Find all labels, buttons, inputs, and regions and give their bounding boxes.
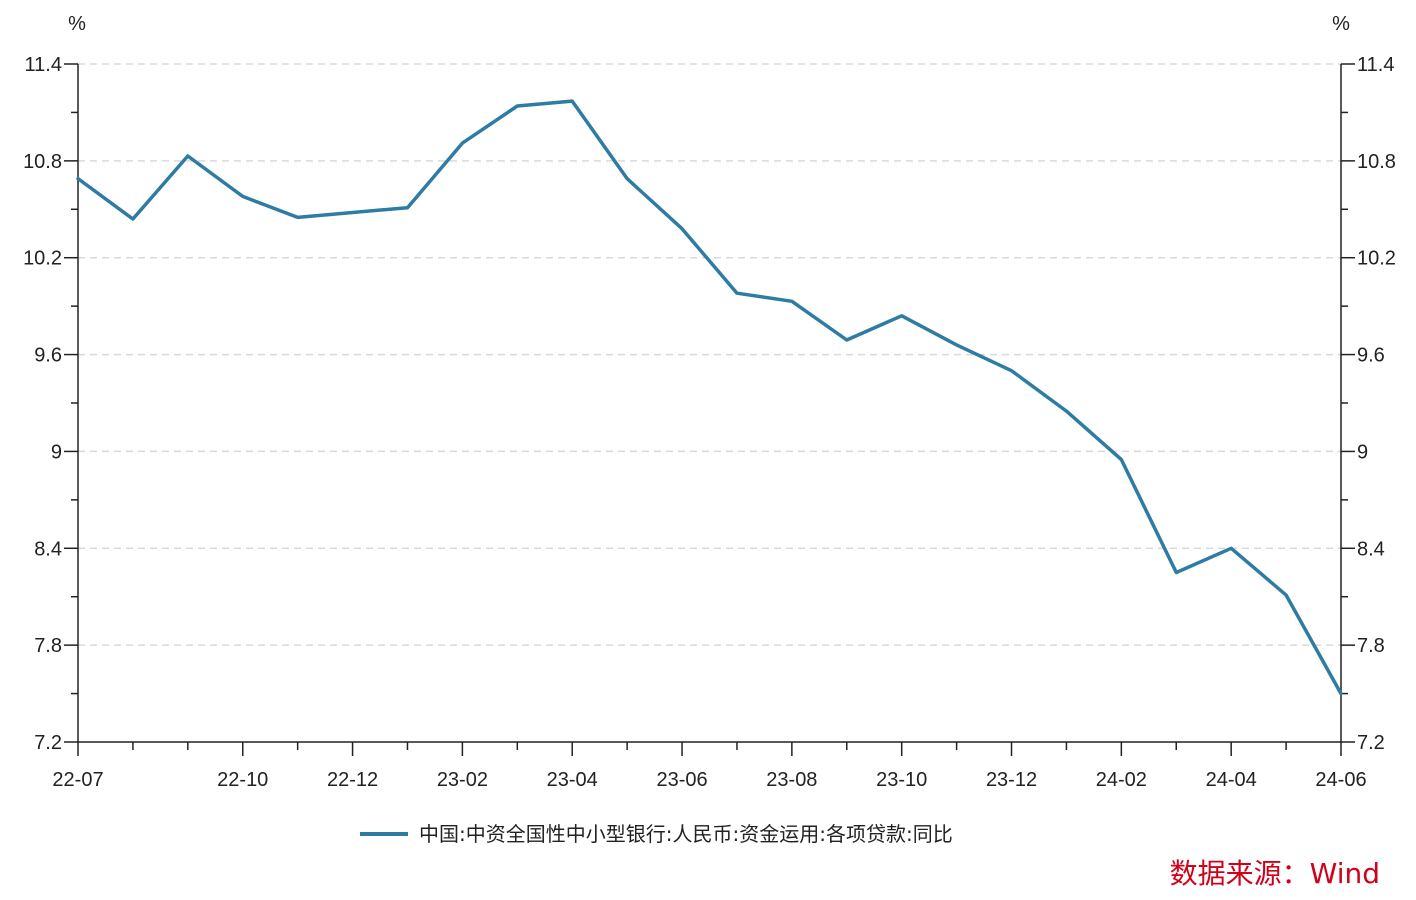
series-layer [76,99,1343,696]
y-tick-label-right: 7.2 [1357,732,1385,754]
x-tick-label: 24-02 [1096,769,1147,791]
legend: 中国:中资全国性中小型银行:人民币:资金运用:各项贷款:同比 [360,822,953,846]
grid-lines [78,63,1341,646]
y-tick-label-right: 9.6 [1357,345,1385,367]
y-tick-label-right: 10.2 [1357,248,1396,270]
x-tick-label: 23-08 [766,769,817,791]
y-tick-label-right: 10.8 [1357,151,1396,173]
y-tick-label-left: 7.2 [34,732,62,754]
y-tick-label-left: 8.4 [34,538,62,560]
data-source: 数据来源：Wind [1170,857,1380,890]
x-tick-label: 23-12 [986,769,1037,791]
x-tick-label: 22-07 [52,769,103,791]
x-tick-label: 22-12 [327,769,378,791]
y-tick-label-right: 11.4 [1357,54,1394,76]
y-tick-label-right: 8.4 [1357,538,1385,560]
x-tick-label: 23-06 [656,769,707,791]
y-tick-label-right: 7.8 [1357,635,1385,657]
y-tick-label-left: 9 [51,441,62,463]
legend-label: 中国:中资全国性中小型银行:人民币:资金运用:各项贷款:同比 [419,822,953,846]
y-tick-label-right: 9 [1357,441,1368,463]
x-tick-label: 23-10 [876,769,927,791]
x-tick-label: 24-06 [1315,769,1366,791]
left-axis-unit: % [68,13,86,35]
x-tick-label: 22-10 [217,769,268,791]
series-line [76,99,1343,696]
y-tick-label-left: 11.4 [25,54,62,76]
y-tick-label-left: 9.6 [34,345,62,367]
y-tick-label-left: 10.2 [23,248,62,270]
axes [64,63,1355,756]
x-tick-label: 24-04 [1206,769,1257,791]
y-tick-label-left: 7.8 [34,635,62,657]
x-tick-label: 23-02 [437,769,488,791]
tick-labels: 11.4 11.4 10.8 10.8 10.2 10.2 9.6 9.6 9 9 8.4 8.4 7.… [23,54,1396,791]
x-tick-label: 23-04 [547,769,598,791]
y-tick-label-left: 10.8 [23,151,62,173]
right-axis-unit: % [1332,13,1350,35]
